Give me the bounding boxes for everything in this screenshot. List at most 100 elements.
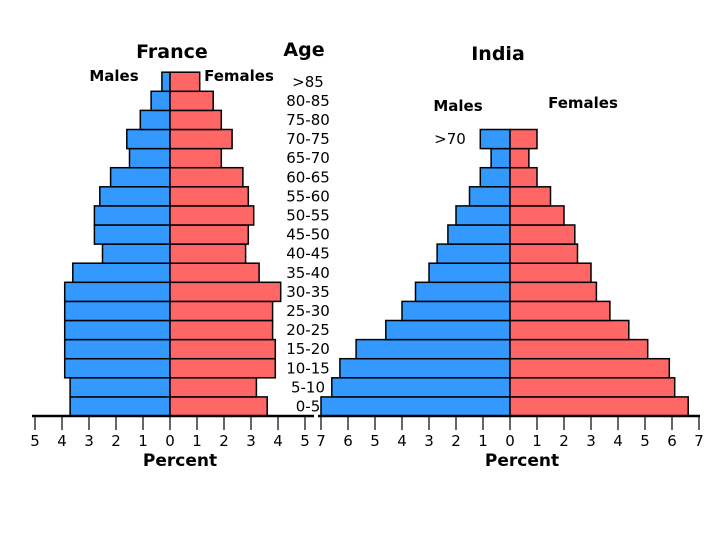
- age-label: 0-5: [296, 397, 321, 415]
- india-female-bar: [509, 243, 579, 264]
- india-male-bar: [320, 396, 511, 417]
- france-male-bar: [128, 147, 171, 169]
- age-label: 30-35: [286, 283, 330, 301]
- france-female-bar: [169, 147, 223, 169]
- india-title: India: [471, 43, 525, 65]
- france-tick-label: 5: [300, 432, 310, 450]
- france-female-bar: [169, 300, 274, 322]
- india-male-bar: [447, 224, 511, 245]
- france-male-bar: [63, 281, 171, 303]
- india-male-bar: [401, 300, 511, 322]
- india-female-bar: [509, 377, 676, 398]
- india-female-bar: [509, 396, 689, 417]
- france-female-bar: [169, 281, 282, 303]
- france-male-bar: [69, 396, 171, 417]
- india-females-label: Females: [548, 94, 618, 112]
- india-male-bar: [455, 205, 511, 226]
- france-female-bar: [169, 262, 260, 284]
- france-male-bar: [150, 90, 171, 112]
- france-female-bar: [169, 109, 223, 131]
- france-male-bar: [99, 186, 171, 207]
- age-label: 75-80: [286, 111, 330, 129]
- france-female-bar: [169, 224, 250, 245]
- india-male-bar: [479, 166, 511, 188]
- india-category-label: >70: [434, 130, 466, 148]
- india-tick-label: 3: [586, 432, 596, 450]
- france-tick-label: 1: [192, 432, 202, 450]
- france-male-bar: [63, 300, 171, 322]
- france-title: France: [136, 41, 208, 63]
- india-female-bar: [509, 338, 649, 360]
- india-male-bar: [479, 128, 511, 150]
- india-female-bar: [509, 166, 538, 188]
- france-male-bar: [63, 338, 171, 360]
- india-male-bar: [331, 377, 511, 398]
- india-male-bar: [428, 262, 511, 284]
- france-male-bar: [63, 319, 171, 341]
- france-male-bar: [101, 243, 171, 264]
- france-tick-label: 2: [219, 432, 229, 450]
- india-tick-label: 3: [424, 432, 434, 450]
- france-female-bar: [169, 90, 214, 112]
- france-tick-label: 2: [111, 432, 121, 450]
- age-label: 50-55: [286, 206, 330, 224]
- india-male-bar: [385, 319, 511, 341]
- india-tick-label: 6: [667, 432, 677, 450]
- france-female-bar: [169, 205, 255, 226]
- age-label: 70-75: [286, 130, 330, 148]
- france-tick-label: 1: [138, 432, 148, 450]
- france-male-bar: [93, 224, 171, 245]
- india-tick-label: 0: [505, 432, 515, 450]
- age-label: >85: [292, 73, 324, 91]
- france-female-bar: [169, 186, 250, 207]
- france-male-bar: [72, 262, 171, 284]
- france-female-bar: [169, 338, 277, 360]
- france-females-label: Females: [204, 67, 274, 85]
- france-tick-label: 4: [57, 432, 67, 450]
- france-female-bar: [169, 396, 268, 417]
- india-female-bar: [509, 357, 671, 379]
- age-labels: 0-55-1010-1515-2020-2525-3030-3535-4040-…: [286, 73, 330, 416]
- age-label: 10-15: [286, 359, 330, 377]
- india-males-label: Males: [433, 97, 482, 115]
- india-tick-label: 7: [316, 432, 326, 450]
- india-tick-label: 2: [559, 432, 569, 450]
- india-tick-label: 7: [694, 432, 704, 450]
- india-female-bar: [509, 128, 538, 150]
- india-female-bar: [509, 186, 552, 207]
- france-tick-label: 3: [84, 432, 94, 450]
- india-female-bar: [509, 262, 592, 284]
- france-female-bar: [169, 377, 258, 398]
- france-female-bar: [169, 71, 201, 93]
- age-label: 80-85: [286, 92, 330, 110]
- france-tick-label: 3: [246, 432, 256, 450]
- india-male-bar: [490, 147, 511, 169]
- france-female-bar: [169, 357, 277, 379]
- france-male-bar: [109, 166, 171, 188]
- india-xlabel: Percent: [485, 451, 559, 471]
- age-label: 35-40: [286, 264, 330, 282]
- india-female-bar: [509, 319, 630, 341]
- age-label: 45-50: [286, 226, 330, 244]
- france-tick-label: 5: [30, 432, 40, 450]
- france-female-bar: [169, 128, 233, 150]
- age-label: 65-70: [286, 149, 330, 167]
- age-label: 25-30: [286, 302, 330, 320]
- france-male-bar: [69, 377, 171, 398]
- india-tick-label: 4: [397, 432, 407, 450]
- france-male-bar: [161, 71, 171, 93]
- india-female-bar: [509, 300, 611, 322]
- france-female-bar: [169, 319, 274, 341]
- india-male-bar: [339, 357, 511, 379]
- france-male-bar: [139, 109, 171, 131]
- age-label: 15-20: [286, 340, 330, 358]
- age-label: 40-45: [286, 245, 330, 263]
- france-male-bar: [63, 357, 171, 379]
- age-label: 5-10: [291, 378, 325, 396]
- france-male-bar: [93, 205, 171, 226]
- india-female-bar: [509, 281, 598, 303]
